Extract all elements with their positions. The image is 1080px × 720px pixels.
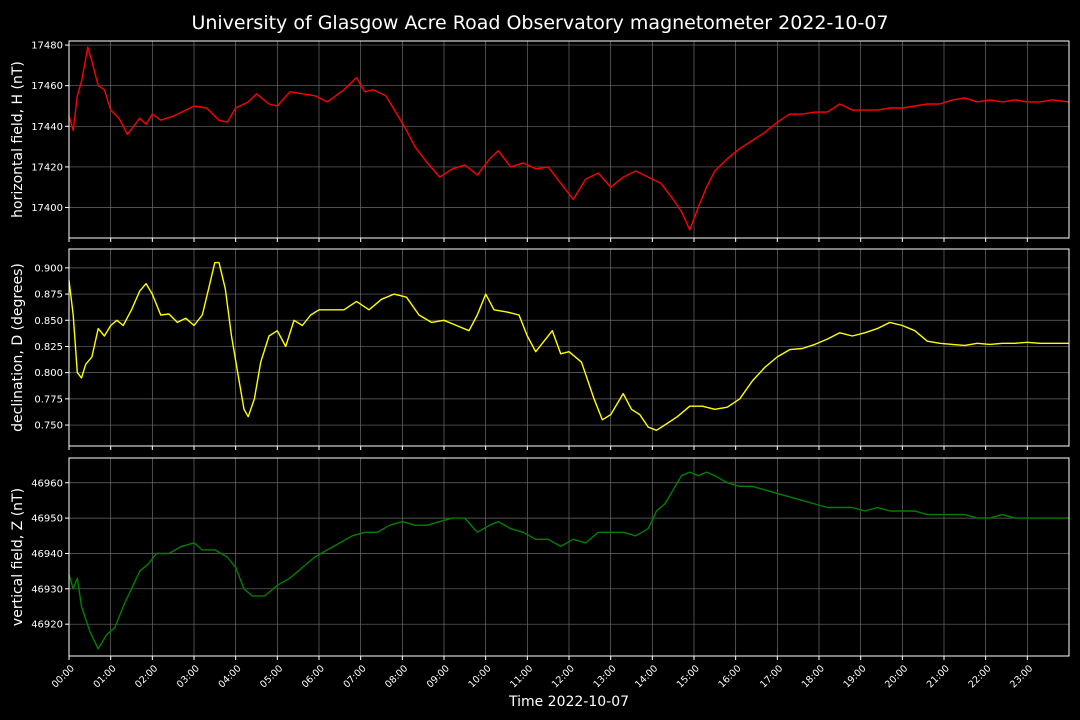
y-tick-label: 0.825 xyxy=(34,342,63,353)
x-tick-label: 18:00 xyxy=(800,663,827,690)
x-tick-label: 19:00 xyxy=(841,663,868,690)
x-tick-label: 00:00 xyxy=(50,663,77,690)
series-line xyxy=(68,261,1069,431)
y-tick-label: 0.875 xyxy=(34,290,63,301)
y-tick-label: 0.850 xyxy=(34,316,63,327)
x-tick-label: 08:00 xyxy=(383,663,410,690)
plot-frame xyxy=(68,457,1070,657)
y-axis-label: horizontal field, H (nT) xyxy=(10,61,26,218)
x-tick-label: 12:00 xyxy=(550,663,577,690)
plot-frame xyxy=(68,248,1070,447)
plot-frame xyxy=(68,40,1070,239)
y-axis-label: vertical field, Z (nT) xyxy=(10,488,26,626)
y-tick-label: 0.775 xyxy=(34,394,63,405)
panel-1: 17400 17420 17440 17460 17480 horizontal fiel… xyxy=(10,40,1070,242)
y-tick-label: 17480 xyxy=(31,41,63,52)
x-tick-label: 21:00 xyxy=(925,663,952,690)
y-tick-label: 17440 xyxy=(31,122,63,133)
x-tick-label: 16:00 xyxy=(716,663,743,690)
x-tick-label: 01:00 xyxy=(91,663,118,690)
x-tick-label: 17:00 xyxy=(758,663,785,690)
y-tick-label: 46920 xyxy=(31,620,63,631)
y-tick-label: 17460 xyxy=(31,81,63,92)
x-tick-label: 22:00 xyxy=(966,663,993,690)
x-tick-label: 15:00 xyxy=(675,663,702,690)
x-tick-label: 10:00 xyxy=(466,663,493,690)
x-tick-label: 02:00 xyxy=(133,663,160,690)
y-tick-label: 46930 xyxy=(31,584,63,595)
y-tick-label: 46950 xyxy=(31,514,63,525)
panel-2: 0.750 0.775 0.800 0.825 0.850 0.875 0.900 decli… xyxy=(10,248,1070,450)
y-tick-label: 17400 xyxy=(31,203,63,214)
y-tick-label: 17420 xyxy=(31,162,63,173)
x-tick-label: 06:00 xyxy=(300,663,327,690)
x-axis-label: Time 2022-10-07 xyxy=(508,694,629,710)
chart-title: University of Glasgow Acre Road Observat… xyxy=(191,12,888,34)
y-axis-label: declination, D (degrees) xyxy=(10,263,26,432)
series-line xyxy=(68,46,1070,231)
x-tick-label: 04:00 xyxy=(216,663,243,690)
x-tick-label: 03:00 xyxy=(175,663,202,690)
x-tick-label: 20:00 xyxy=(883,663,910,690)
y-tick-label: 0.900 xyxy=(34,263,63,274)
y-tick-label: 46940 xyxy=(31,549,63,560)
y-tick-label: 0.750 xyxy=(34,421,63,432)
x-tick-label: 05:00 xyxy=(258,663,285,690)
x-tick-label: 23:00 xyxy=(1008,663,1035,690)
x-tick-label: 09:00 xyxy=(425,663,452,690)
x-tick-label: 13:00 xyxy=(591,663,618,690)
y-tick-label: 46960 xyxy=(31,478,63,489)
panel-3: 00:00 01:00 02:00 03:00 04:00 05:00 06:00 07:00… xyxy=(10,457,1070,690)
y-tick-label: 0.800 xyxy=(34,368,63,379)
x-tick-label: 07:00 xyxy=(341,663,368,690)
x-tick-label: 11:00 xyxy=(508,663,535,690)
x-tick-label: 14:00 xyxy=(633,663,660,690)
series-line xyxy=(68,471,1069,650)
